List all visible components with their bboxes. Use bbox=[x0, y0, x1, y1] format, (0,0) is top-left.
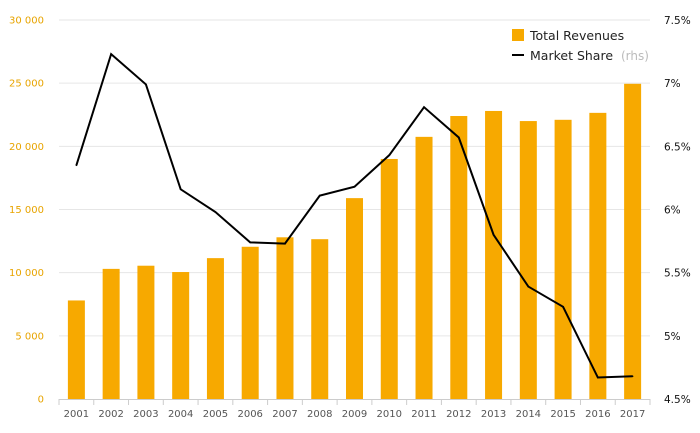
y-left-tick-label: 30 000 bbox=[9, 16, 44, 27]
y-right-tick-label: 4.5% bbox=[664, 394, 691, 406]
legend-label-market-share-suffix: (rhs) bbox=[621, 49, 649, 63]
bar-total-revenues bbox=[589, 112, 607, 399]
x-tick-label: 2009 bbox=[342, 409, 367, 420]
x-tick-label: 2013 bbox=[481, 409, 506, 420]
bar-total-revenues bbox=[311, 239, 329, 399]
bar-total-revenues bbox=[485, 110, 503, 400]
point-market-share bbox=[631, 375, 634, 378]
y-right-tick-label: 5.5% bbox=[664, 268, 691, 280]
bar-total-revenues bbox=[554, 119, 572, 399]
x-tick-label: 2003 bbox=[133, 409, 158, 420]
x-tick-label: 2011 bbox=[411, 409, 436, 420]
y-left-tick-label: 25 000 bbox=[9, 79, 44, 90]
x-tick-label: 2010 bbox=[377, 409, 402, 420]
point-market-share bbox=[492, 233, 495, 236]
y-left-tick-label: 5 000 bbox=[15, 331, 44, 342]
bar-total-revenues bbox=[450, 116, 468, 399]
x-tick-label: 2012 bbox=[446, 409, 471, 420]
x-tick-label: 2001 bbox=[64, 409, 89, 420]
x-tick-label: 2015 bbox=[550, 409, 575, 420]
point-market-share bbox=[423, 106, 425, 108]
legend-label-market-share: Market Share bbox=[530, 48, 613, 63]
legend-swatch-total-revenues bbox=[512, 29, 524, 41]
point-market-share bbox=[179, 188, 182, 191]
bar-layer bbox=[67, 83, 642, 400]
bar-total-revenues bbox=[102, 268, 120, 399]
line-layer bbox=[75, 52, 634, 379]
y-left-tick-label: 20 000 bbox=[9, 142, 44, 153]
legend-label-total-revenues: Total Revenues bbox=[529, 28, 624, 43]
x-tick-label: 2016 bbox=[585, 409, 610, 420]
bar-total-revenues bbox=[137, 265, 155, 399]
bar-total-revenues bbox=[172, 272, 190, 399]
bar-total-revenues bbox=[276, 237, 294, 399]
x-tick-label: 2004 bbox=[168, 409, 193, 420]
x-tick-label: 2017 bbox=[620, 409, 645, 420]
y-right-tick-label: 5% bbox=[664, 331, 681, 343]
bar-total-revenues bbox=[624, 83, 642, 399]
point-market-share bbox=[562, 305, 564, 308]
x-tick-label: 2014 bbox=[516, 409, 541, 420]
bar-total-revenues bbox=[241, 246, 259, 399]
y-left-tick-label: 10 000 bbox=[9, 268, 44, 279]
y-left-tick-label: 0 bbox=[38, 395, 44, 406]
bar-total-revenues bbox=[67, 300, 85, 399]
y-right-tick-label: 7.5% bbox=[664, 15, 691, 27]
point-market-share bbox=[527, 285, 530, 288]
point-market-share bbox=[214, 211, 217, 213]
point-market-share bbox=[249, 241, 252, 244]
bar-total-revenues bbox=[346, 198, 363, 399]
y-right-tick-label: 6.5% bbox=[664, 141, 691, 153]
y-left-tick-label: 15 000 bbox=[9, 205, 44, 216]
point-market-share bbox=[110, 53, 112, 55]
legend-label-market-share-group: Market Share (rhs) bbox=[530, 48, 649, 63]
y-right-tick-label: 7% bbox=[664, 78, 681, 90]
point-market-share bbox=[284, 242, 286, 245]
y-right-tick-label: 6% bbox=[664, 205, 681, 217]
bar-total-revenues bbox=[519, 121, 537, 400]
legend: Total Revenues Market Share (rhs) bbox=[512, 28, 649, 63]
bar-total-revenues bbox=[380, 158, 398, 399]
x-tick-label: 2005 bbox=[203, 409, 228, 420]
point-market-share bbox=[75, 164, 78, 167]
point-market-share bbox=[318, 194, 321, 197]
x-tick-label: 2007 bbox=[272, 409, 297, 420]
axis-layer: 0 4.5% 5 000 5% 10 000 5.5% 15 000 6% 20 000 6.5%… bbox=[9, 15, 691, 420]
point-market-share bbox=[597, 376, 599, 379]
point-market-share bbox=[457, 136, 460, 139]
x-tick-label: 2008 bbox=[307, 409, 332, 420]
point-market-share bbox=[145, 83, 147, 86]
bar-total-revenues bbox=[415, 136, 433, 399]
x-tick-label: 2006 bbox=[237, 409, 262, 420]
point-market-share bbox=[388, 154, 391, 156]
bar-total-revenues bbox=[206, 258, 224, 399]
point-market-share bbox=[353, 185, 356, 188]
x-tick-label: 2002 bbox=[98, 409, 123, 420]
